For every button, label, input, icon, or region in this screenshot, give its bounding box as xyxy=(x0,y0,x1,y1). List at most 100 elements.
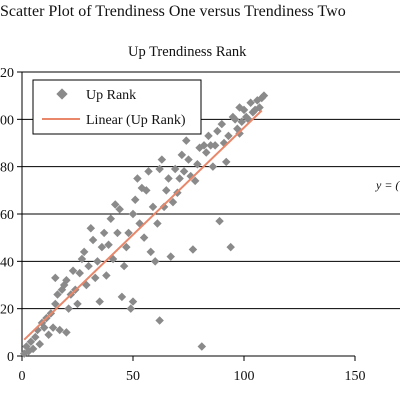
trendline xyxy=(23,109,263,341)
data-point xyxy=(155,164,164,174)
trendline-layer xyxy=(23,109,263,341)
data-point xyxy=(226,242,235,252)
y-tick-label: 80 xyxy=(0,161,14,176)
data-point xyxy=(210,141,220,150)
data-point xyxy=(177,150,187,160)
legend-label-up-rank: Up Rank xyxy=(86,88,136,103)
data-point xyxy=(155,316,164,325)
data-point xyxy=(110,200,120,209)
data-point xyxy=(221,157,231,167)
data-point xyxy=(164,174,173,183)
data-point xyxy=(146,247,156,257)
data-point xyxy=(175,174,184,183)
y-tick-label: 20 xyxy=(0,303,14,318)
data-point xyxy=(159,202,169,212)
data-point xyxy=(62,328,71,337)
data-point xyxy=(62,276,71,285)
y-tick-label: 0 xyxy=(7,350,14,365)
data-point xyxy=(79,247,89,257)
data-point xyxy=(55,325,64,335)
data-point xyxy=(84,261,93,271)
data-point xyxy=(93,257,102,266)
data-point xyxy=(150,257,160,266)
data-point xyxy=(97,242,107,252)
data-point xyxy=(153,219,162,228)
data-point xyxy=(208,162,218,171)
data-point xyxy=(255,103,264,112)
data-point xyxy=(224,131,233,141)
data-point xyxy=(128,209,138,219)
data-point xyxy=(88,235,98,245)
data-point xyxy=(48,323,58,332)
data-point xyxy=(204,131,213,141)
data-point xyxy=(106,214,116,223)
data-point xyxy=(133,174,142,183)
data-point xyxy=(31,332,40,342)
data-point xyxy=(148,202,158,212)
data-point xyxy=(193,160,202,169)
data-point xyxy=(122,242,131,252)
data-point xyxy=(139,233,149,242)
data-point xyxy=(235,103,244,112)
data-point xyxy=(182,136,191,145)
x-tick-label: 150 xyxy=(345,369,366,384)
axes xyxy=(17,71,356,361)
data-point xyxy=(86,223,96,233)
data-point xyxy=(217,119,227,129)
data-point xyxy=(119,261,129,271)
data-point xyxy=(73,299,82,309)
data-point xyxy=(28,344,38,354)
data-point xyxy=(237,117,247,126)
data-point xyxy=(179,167,189,176)
equation-label: y = ( xyxy=(375,178,400,192)
data-point xyxy=(68,266,78,276)
data-point xyxy=(213,126,222,136)
data-point xyxy=(35,339,45,349)
chart-title: Up Trendiness Rank xyxy=(128,44,247,60)
data-point xyxy=(44,330,53,339)
page-title: Scatter Plot of Trendiness One versus Tr… xyxy=(0,3,346,20)
y-tick-label: 120 xyxy=(0,66,14,81)
data-point xyxy=(99,228,109,238)
data-point xyxy=(142,186,151,195)
data-point xyxy=(117,292,127,302)
tick-labels: 0 50 100 150 0 20 40 60 80 100 120 xyxy=(0,66,366,384)
legend-box xyxy=(32,79,202,135)
data-point xyxy=(104,240,113,250)
data-point xyxy=(91,273,100,283)
data-point xyxy=(95,297,104,306)
data-point xyxy=(26,337,36,347)
x-tick-label: 0 xyxy=(19,369,26,384)
data-point xyxy=(215,216,224,226)
data-point xyxy=(144,167,153,176)
data-point xyxy=(188,245,198,254)
data-point xyxy=(166,252,175,261)
data-point xyxy=(190,176,200,186)
data-point xyxy=(77,254,87,264)
data-point xyxy=(128,297,138,306)
data-point xyxy=(39,323,49,332)
y-tick-label: 40 xyxy=(0,255,14,270)
data-point xyxy=(197,342,207,351)
y-tick-label: 100 xyxy=(0,113,14,128)
data-point xyxy=(126,304,136,313)
data-point xyxy=(170,164,180,174)
data-point xyxy=(230,115,240,124)
data-point xyxy=(75,268,84,278)
data-point xyxy=(124,228,133,238)
data-point xyxy=(259,91,269,100)
data-point xyxy=(130,195,140,205)
data-point xyxy=(64,304,73,313)
data-point xyxy=(51,273,60,283)
data-point xyxy=(157,155,167,164)
legend: Up Rank Linear (Up Rank) xyxy=(32,79,202,135)
data-point xyxy=(113,228,122,238)
data-point xyxy=(51,299,60,309)
y-tick-label: 60 xyxy=(0,208,14,223)
data-point xyxy=(168,197,178,207)
data-point xyxy=(246,98,255,108)
gridlines xyxy=(22,71,400,310)
x-tick-label: 100 xyxy=(234,369,255,384)
x-tick-label: 50 xyxy=(126,369,140,384)
legend-label-linear: Linear (Up Rank) xyxy=(86,113,186,128)
